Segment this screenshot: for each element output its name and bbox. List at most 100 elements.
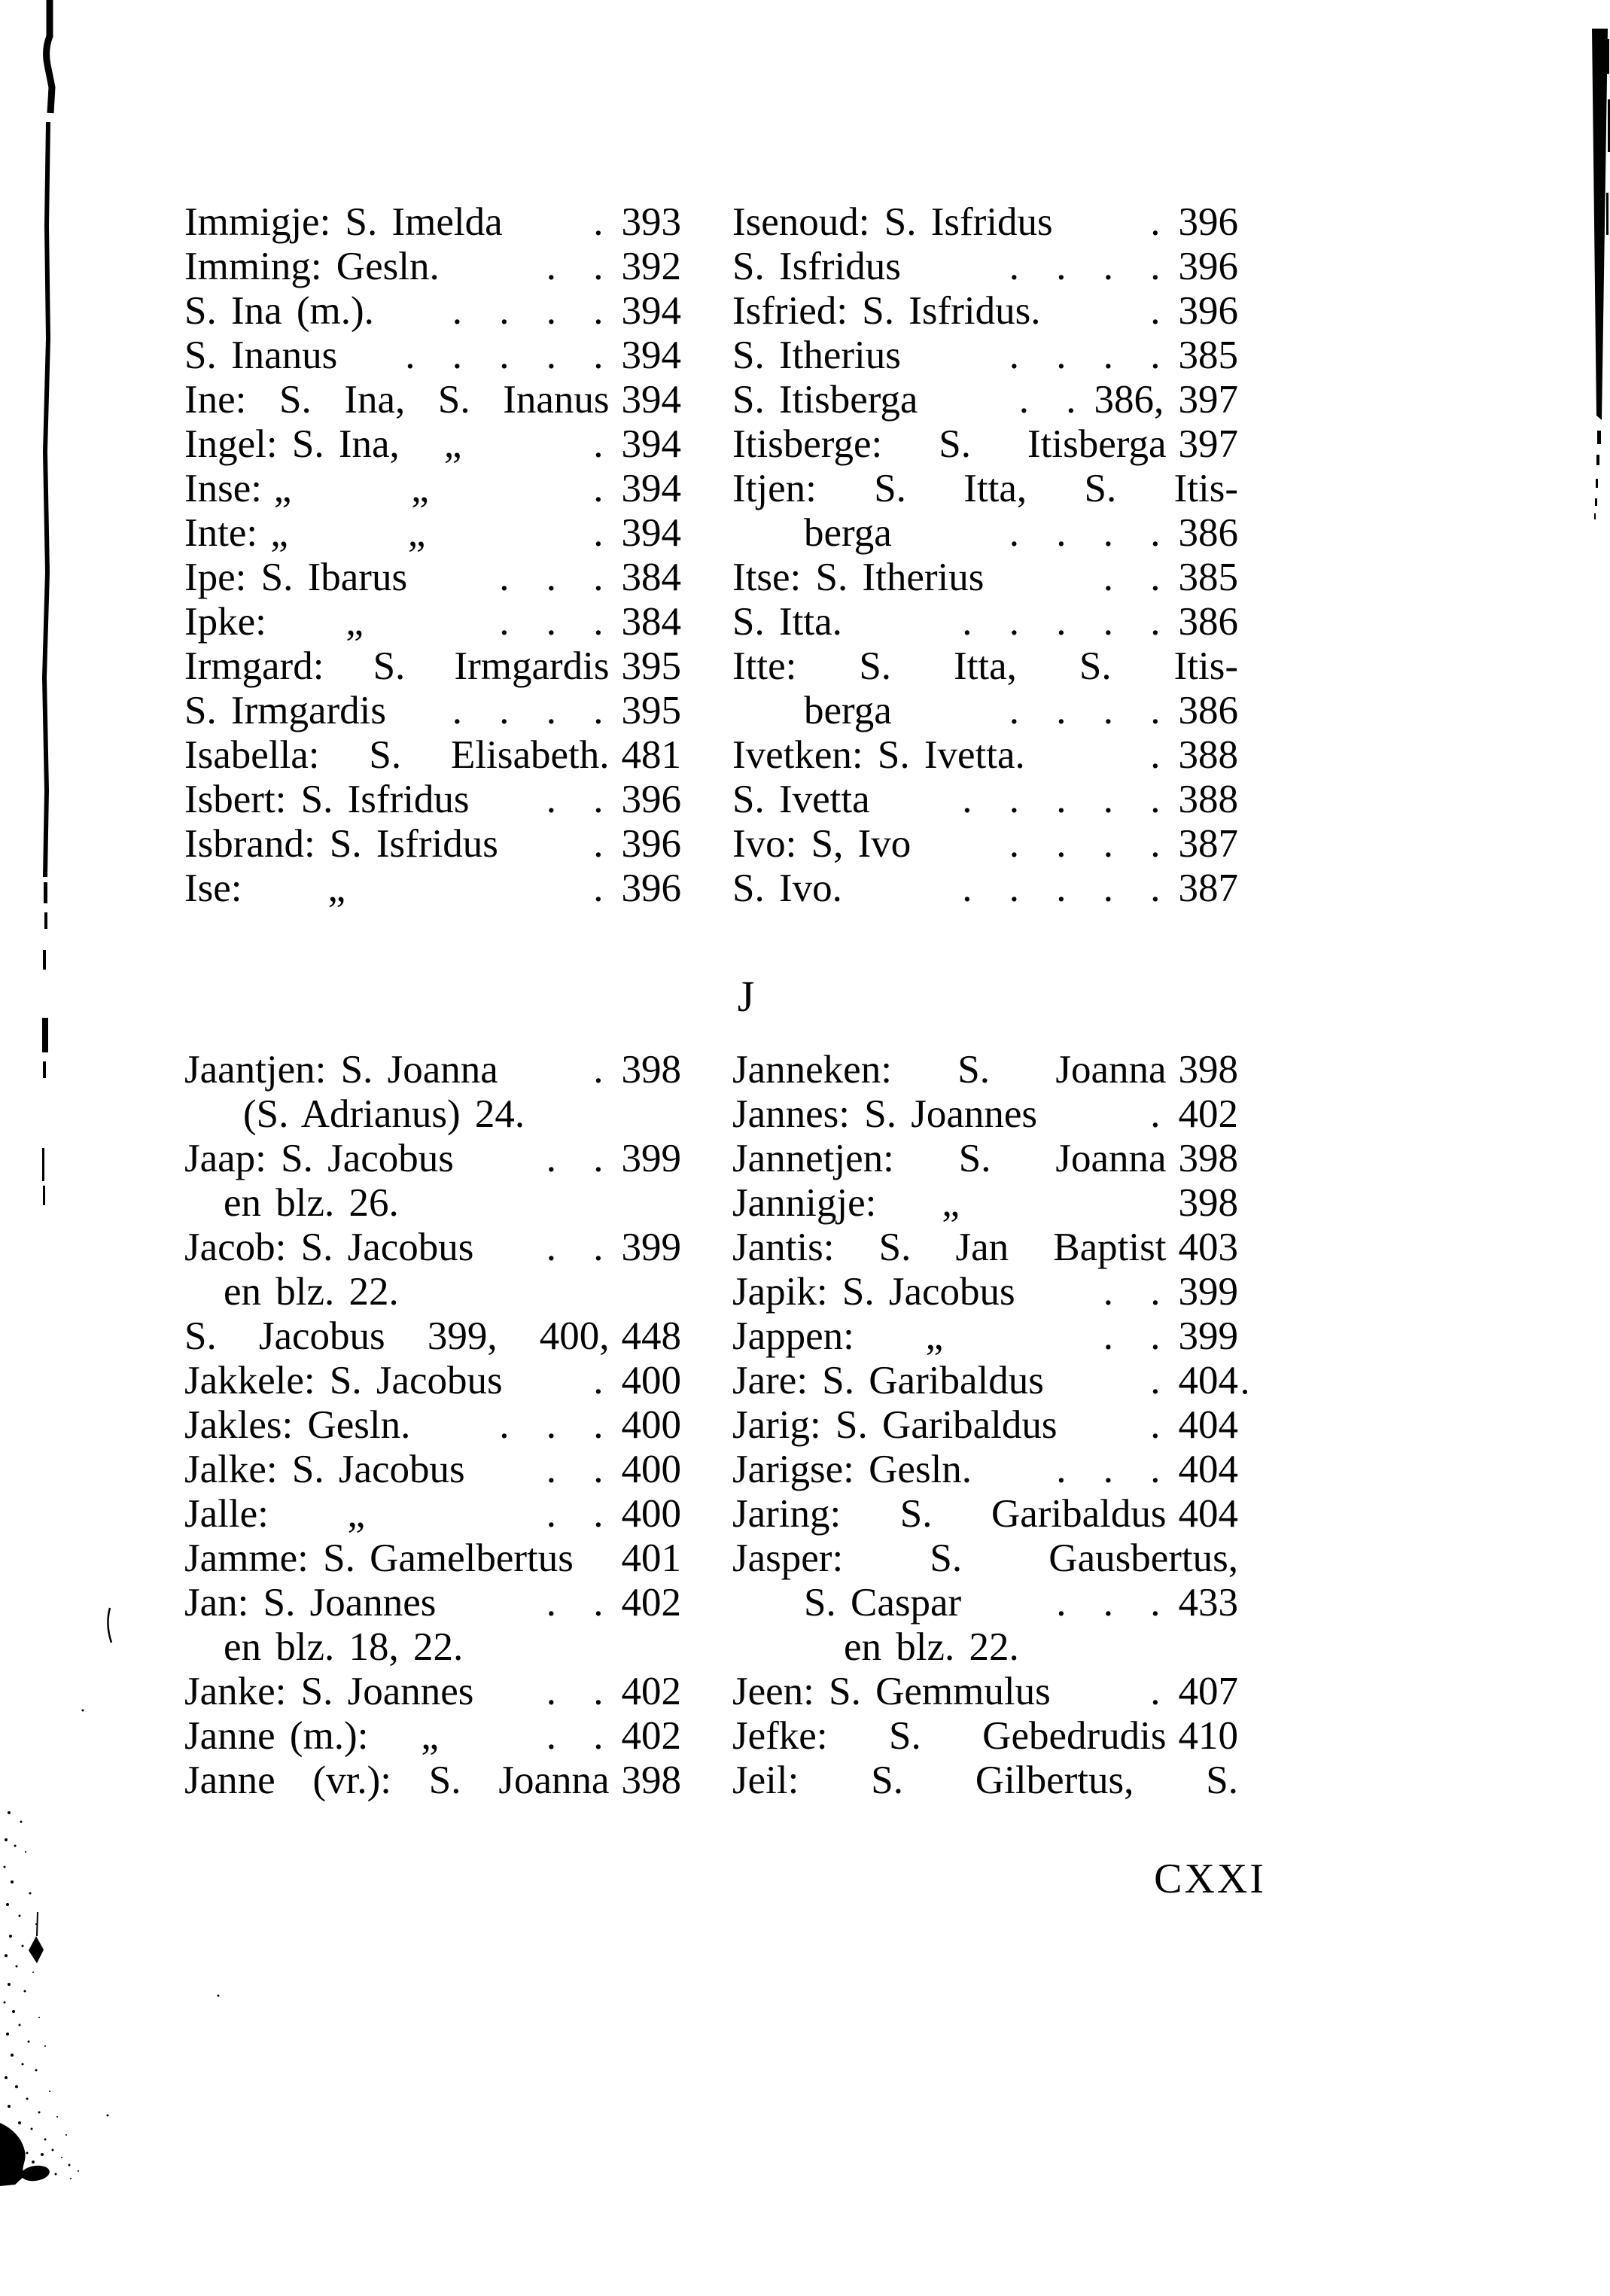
entry-name: en blz. 18, 22. <box>224 1625 464 1669</box>
entry-leader-dots: . . <box>546 1492 604 1536</box>
entry-page-number: 386 <box>1178 600 1239 644</box>
index-section-j: Jaantjen: S. Joanna. 398 (S. Adrianus) 24.… <box>184 1048 1238 1803</box>
entry-name: Jantis: S. Jan Baptist <box>732 1226 1167 1269</box>
entry-leader-dots: . <box>1150 733 1161 777</box>
index-entry: Itisberge: S. Itisberga 397 <box>732 422 1238 467</box>
entry-page-number: 410 <box>1178 1714 1239 1758</box>
index-entry: Janke: S. Joannes . . 402 <box>184 1670 681 1714</box>
entry-name: en blz. 22. <box>224 1270 399 1314</box>
index-entry: Jan: S. Joannes . . 402 <box>184 1581 681 1625</box>
entry-page-number: 394 <box>621 467 682 510</box>
entry-page-number: 402 <box>1178 1092 1239 1136</box>
entry-name: Jarigse: Gesln. <box>732 1448 972 1491</box>
entry-leader-dots: . . <box>1103 1314 1161 1358</box>
entry-page-number: 402 <box>621 1581 682 1625</box>
entry-ditto-mark: „ <box>345 600 364 644</box>
entry-page-number: 387 <box>1178 822 1239 866</box>
entry-page-number: 402 <box>621 1670 682 1713</box>
entry-name: Ine: S. Ina, S. Inanus <box>184 378 610 422</box>
entry-page-number: 402 <box>621 1714 682 1758</box>
entry-leader-dots: . . <box>1018 378 1076 422</box>
entry-name: S. Itisberga <box>732 378 918 422</box>
entry-name: Jamme: S. Gamelbertus <box>184 1536 574 1580</box>
entry-page-number: 396 <box>621 866 682 910</box>
entry-page-number: 400 <box>621 1403 682 1447</box>
entry-name: Japik: S. Jacobus <box>732 1270 1015 1314</box>
entry-name: Janne (vr.): S. Joanna <box>184 1759 610 1802</box>
index-entry: Jannetjen: S. Joanna 398 <box>732 1137 1238 1181</box>
entry-leader-dots: . . . <box>499 600 604 644</box>
entry-leader-dots: . . <box>1103 556 1161 599</box>
index-entry: Janne (vr.): S. Joanna 398 <box>184 1759 681 1803</box>
entry-leader-dots: . <box>1150 1670 1161 1713</box>
index-entry: Inse: „ „. 394 <box>184 467 681 511</box>
entry-page-number: 404 <box>1178 1448 1239 1491</box>
entry-leader-dots: . . . . <box>1009 245 1161 288</box>
entry-name: S. Isfridus <box>732 245 901 288</box>
index-entry: Jacob: S. Jacobus . . 399 <box>184 1226 681 1270</box>
entry-name: Isbert: S. Isfridus <box>184 778 470 821</box>
entry-leader-dots: . . . . <box>452 689 604 732</box>
entry-name: berga <box>804 511 892 555</box>
entry-ditto-mark: „ <box>925 1314 944 1358</box>
entry-page-number: 384 <box>621 600 682 644</box>
index-entry: S. Isfridus . . . . 396 <box>732 245 1238 289</box>
entry-name: Jare: S. Garibaldus <box>732 1359 1044 1402</box>
entry-page-number: 397 <box>1178 422 1239 466</box>
entry-name: Ipke: <box>184 600 266 644</box>
index-entry: Jappen: „ . . 399 <box>732 1314 1238 1359</box>
entry-name: Janneken: S. Joanna <box>732 1048 1167 1092</box>
entry-page-number: 404 <box>1178 1492 1239 1536</box>
entry-name: Jaring: S. Garibaldus <box>732 1492 1167 1536</box>
entry-name: Isfried: S. Isfridus. <box>732 289 1041 333</box>
section-header-j: J <box>737 972 755 1021</box>
entry-name: Jannigje: <box>732 1181 877 1225</box>
index-entry: S. Caspar . . . 433 <box>732 1581 1238 1625</box>
entry-page-number: 394 <box>621 511 682 555</box>
entry-leader-dots: . . . . . <box>962 600 1161 644</box>
index-entry: berga . . . . 386 <box>732 689 1238 733</box>
entry-name: Inte: <box>184 511 258 555</box>
entry-page-number: 399 <box>621 1137 682 1180</box>
entry-ditto-mark: „ <box>443 422 462 466</box>
entry-leader-dots: . <box>1150 200 1161 244</box>
index-entry: S. Jacobus 399, 400, 448 <box>184 1314 681 1359</box>
index-entry: Jaantjen: S. Joanna. 398 <box>184 1048 681 1092</box>
entry-name: S. Ivo. <box>732 866 842 910</box>
index-entry: Jakles: Gesln. . . . 400 <box>184 1403 681 1448</box>
index-entry: Jalle: „ . . 400 <box>184 1492 681 1536</box>
index-entry: Jaring: S. Garibaldus 404 <box>732 1492 1238 1536</box>
index-entry: Isfried: S. Isfridus.. 396 <box>732 289 1238 333</box>
entry-leader-dots: . . <box>546 1670 604 1713</box>
entry-name: Jappen: <box>732 1314 854 1358</box>
entry-name: Jannetjen: S. Joanna <box>732 1137 1167 1180</box>
entry-name: Jan: S. Joannes <box>184 1581 437 1625</box>
entry-page-number: 399 <box>1178 1314 1239 1358</box>
entry-page-number: 398 <box>621 1048 682 1092</box>
index-entry: Jasper: S. Gausbertus, <box>732 1536 1238 1581</box>
entry-page-number: 400 <box>621 1448 682 1491</box>
entry-name: S. Ivetta <box>732 778 870 821</box>
entry-leader-dots: . <box>593 511 604 555</box>
entry-leader-dots: . . <box>546 1714 604 1758</box>
index-entry: S. Inanus . . . . . 394 <box>184 333 681 378</box>
entry-name: Jaantjen: S. Joanna <box>184 1048 498 1092</box>
index-entry: S. Itta. . . . . . 386 <box>732 600 1238 644</box>
entry-page-number: 388 <box>1178 733 1239 777</box>
entry-leader-dots: . . . . <box>452 289 604 333</box>
entry-page-number: 396 <box>1178 289 1239 333</box>
entry-page-number: 388 <box>1178 778 1239 821</box>
entry-name: S. Caspar <box>804 1581 962 1625</box>
index-entry: Irmgard: S. Irmgardis 395 <box>184 644 681 689</box>
index-entry: S. Irmgardis . . . . 395 <box>184 689 681 733</box>
index-entry: Ivo: S, Ivo . . . . 387 <box>732 822 1238 866</box>
entry-page-number: 392 <box>621 245 682 288</box>
entry-leader-dots: . . <box>546 1581 604 1625</box>
index-entry: Ipke: „ . . . 384 <box>184 600 681 644</box>
entry-leader-dots: . . <box>546 1448 604 1491</box>
entry-page-number: 396 <box>1178 200 1239 244</box>
entry-page-number: 394 <box>621 378 682 422</box>
entry-leader-dots: . . . . <box>1009 689 1161 732</box>
index-entry: Ipe: S. Ibarus . . . 384 <box>184 556 681 600</box>
